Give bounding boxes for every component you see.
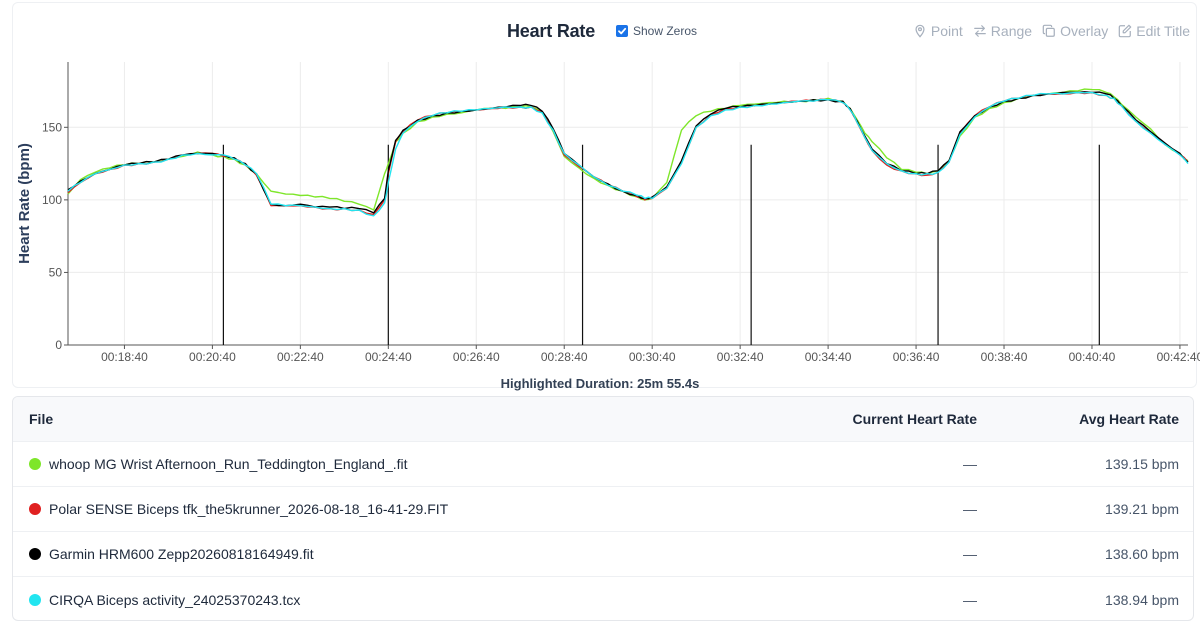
point-label: Point: [930, 23, 963, 39]
x-tick-label: 00:32:40: [717, 350, 764, 364]
y-tick-label: 100: [42, 193, 62, 207]
x-tick-label: 00:36:40: [893, 350, 940, 364]
avg-heart-rate: 138.94 bpm: [1105, 591, 1179, 608]
show-zeros-toggle[interactable]: Show Zeros: [616, 24, 697, 38]
current-heart-rate: —: [963, 456, 977, 472]
table-row[interactable]: Polar SENSE Biceps tfk_the5krunner_2026-…: [13, 487, 1193, 532]
highlighted-duration: Highlighted Duration: 25m 55.4s: [500, 376, 700, 391]
edit-title-button[interactable]: Edit Title: [1118, 23, 1190, 39]
table-header: File Current Heart Rate Avg Heart Rate: [13, 397, 1193, 442]
chart-title: Heart Rate: [507, 21, 596, 41]
header-current-heart-rate: Current Heart Rate: [852, 411, 977, 427]
series-color-dot: [29, 503, 41, 515]
x-tick-label: 00:26:40: [453, 350, 500, 364]
chart-card: [12, 2, 1197, 388]
range-label: Range: [990, 23, 1033, 39]
y-axis-title: Heart Rate (bpm): [16, 143, 33, 264]
show-zeros-checkbox[interactable]: [616, 25, 628, 37]
x-tick-label: 00:24:40: [365, 350, 412, 364]
header-file: File: [29, 411, 54, 427]
files-table: File Current Heart Rate Avg Heart Rate w…: [12, 396, 1194, 621]
series-line: [67, 91, 1189, 216]
avg-heart-rate: 139.21 bpm: [1105, 501, 1179, 517]
table-row[interactable]: Garmin HRM600 Zepp20260818164949.fit — 1…: [13, 532, 1193, 577]
x-tick-label: 00:42:40: [1157, 350, 1200, 364]
edit-icon: [1118, 24, 1132, 38]
table-row[interactable]: whoop MG Wrist Afternoon_Run_Teddington_…: [13, 442, 1193, 487]
current-heart-rate: —: [963, 546, 977, 562]
arrows-exchange-icon: [973, 25, 986, 37]
edit-title-label: Edit Title: [1136, 23, 1190, 39]
y-tick-label: 0: [55, 338, 62, 352]
x-tick-label: 00:38:40: [981, 350, 1028, 364]
heart-rate-chart[interactable]: 0 50 100 150 00:18:40 00:20:40 00:22:40 00:24:4…: [0, 0, 1200, 400]
chart-toolbar: Point Range Overlay Edit Title: [913, 23, 1190, 39]
y-tick-label: 50: [49, 265, 63, 279]
x-tick-label: 00:18:40: [101, 350, 148, 364]
avg-heart-rate: 139.15 bpm: [1105, 456, 1179, 472]
x-tick-label: 00:20:40: [189, 350, 236, 364]
x-tick-label: 00:22:40: [277, 350, 324, 364]
series-color-dot: [29, 458, 41, 470]
header-avg-heart-rate: Avg Heart Rate: [1079, 411, 1179, 427]
avg-heart-rate: 138.60 bpm: [1105, 546, 1179, 562]
copy-icon: [1042, 24, 1055, 37]
current-heart-rate: —: [963, 591, 977, 608]
file-name: CIRQA Biceps activity_24025370243.tcx: [49, 591, 301, 608]
x-tick-label: 00:40:40: [1069, 350, 1116, 364]
y-tick-label: 150: [42, 120, 62, 134]
current-heart-rate: —: [963, 501, 977, 517]
table-row[interactable]: CIRQA Biceps activity_24025370243.tcx — …: [13, 577, 1193, 620]
series-line: [67, 91, 1189, 217]
file-name: Garmin HRM600 Zepp20260818164949.fit: [49, 546, 314, 562]
file-name: Polar SENSE Biceps tfk_the5krunner_2026-…: [49, 501, 449, 517]
overlay-label: Overlay: [1060, 23, 1109, 39]
series-color-dot: [29, 593, 41, 606]
point-button[interactable]: Point: [913, 23, 963, 39]
x-tick-label: 00:30:40: [629, 350, 676, 364]
x-tick-label: 00:34:40: [805, 350, 852, 364]
check-icon: [618, 27, 627, 35]
show-zeros-label: Show Zeros: [633, 24, 698, 38]
overlay-button[interactable]: Overlay: [1042, 23, 1108, 39]
file-name: whoop MG Wrist Afternoon_Run_Teddington_…: [49, 456, 408, 472]
range-button[interactable]: Range: [973, 23, 1032, 39]
x-tick-label: 00:28:40: [541, 350, 588, 364]
series-color-dot: [29, 548, 41, 560]
map-pin-icon: [915, 24, 925, 38]
